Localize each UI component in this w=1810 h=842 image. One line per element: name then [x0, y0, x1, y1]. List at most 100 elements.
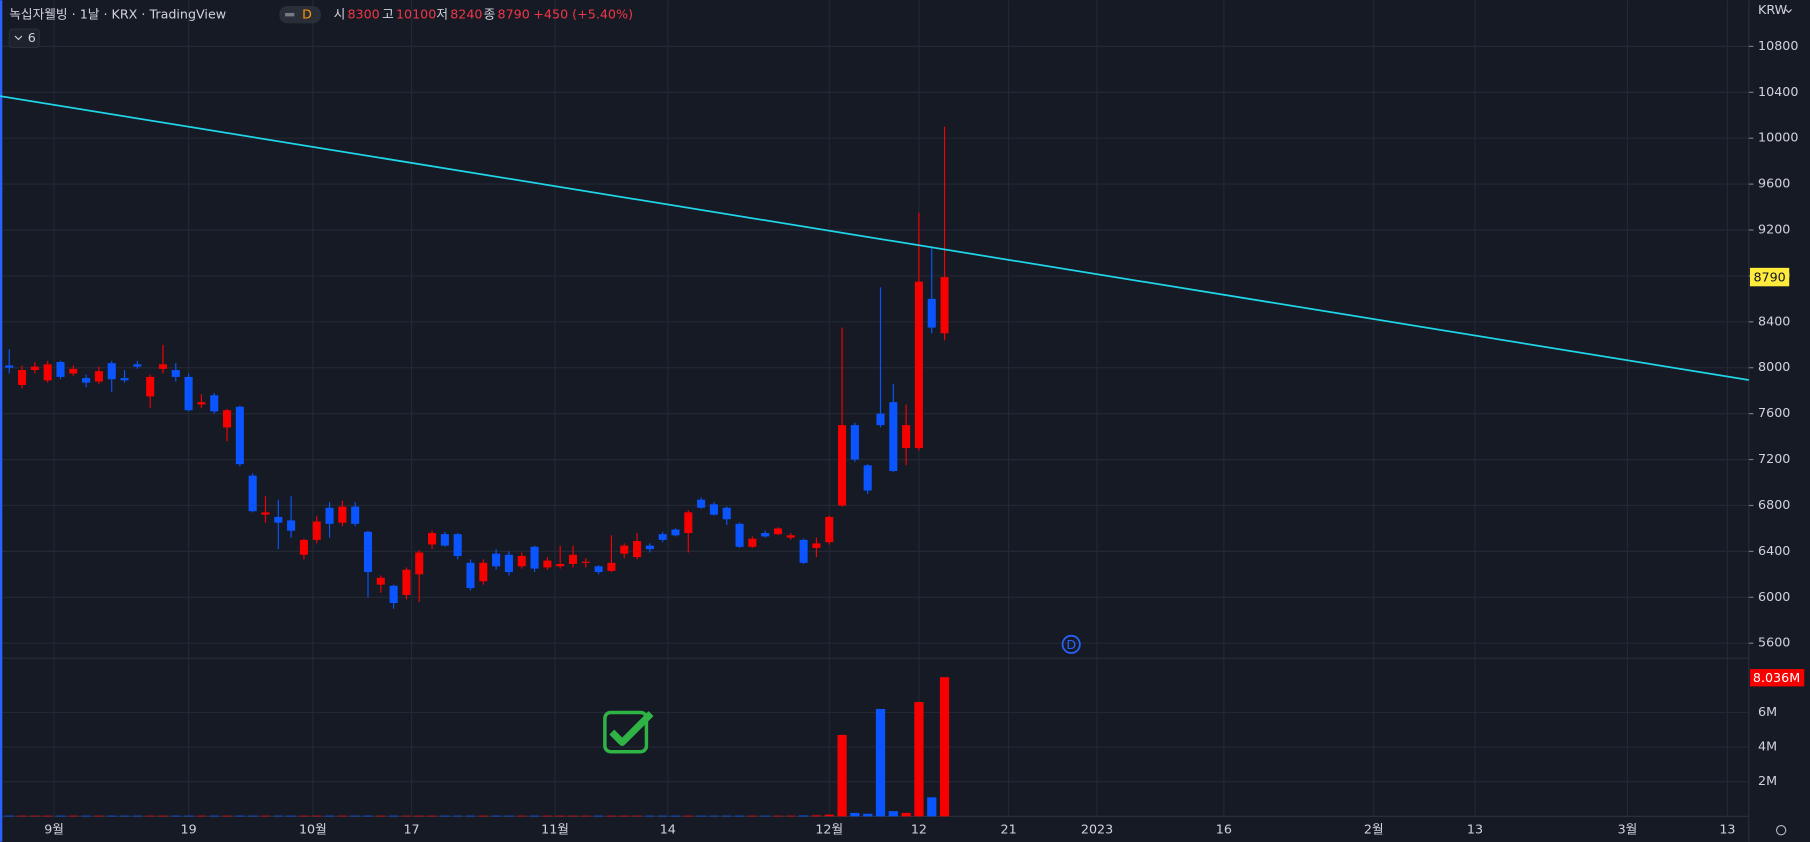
volume-bar — [107, 815, 117, 817]
volume-bar — [747, 815, 757, 817]
volume-bar — [529, 815, 540, 817]
volume-bar — [670, 815, 681, 817]
volume-bar — [312, 815, 322, 817]
event-marker-label[interactable]: D — [1066, 637, 1076, 652]
marks — [0, 95, 1749, 817]
candle-body — [453, 534, 462, 556]
volume-bar — [875, 708, 886, 817]
left-edge — [0, 0, 3, 842]
candle-body — [158, 364, 168, 369]
candle-body — [43, 364, 52, 381]
candle-body — [773, 528, 783, 535]
volume-bar — [850, 812, 860, 817]
candle-body — [415, 552, 424, 575]
candle-body — [325, 507, 334, 524]
y2-tick-label: 2M — [1758, 773, 1777, 788]
volume-bar — [491, 815, 501, 817]
x-tick-label: 19 — [181, 822, 197, 837]
candle-body — [466, 562, 475, 589]
x-tick-label: 9월 — [44, 822, 64, 837]
last-volume-tag — [1749, 669, 1805, 687]
event-marker[interactable] — [1061, 634, 1081, 654]
volume-bar — [376, 815, 386, 817]
currency[interactable]: KRW — [1758, 2, 1788, 17]
volume-bar — [811, 815, 822, 817]
y-tick-label: 8400 — [1758, 313, 1790, 328]
candle-body — [210, 395, 219, 412]
x-tick-label: 10월 — [299, 822, 327, 837]
candle-body — [261, 512, 270, 515]
candle-body — [684, 512, 693, 534]
open-value: 8300 — [347, 7, 379, 22]
x-tick-label: 13 — [1719, 822, 1735, 837]
volume-bar — [119, 815, 130, 817]
volume-bar — [581, 815, 591, 817]
volume-bar — [30, 815, 40, 817]
close-label: 종 — [484, 7, 496, 22]
settings-icon[interactable] — [1775, 825, 1787, 836]
volume-bar — [363, 815, 373, 817]
candle-body — [402, 569, 411, 595]
candle-body — [927, 298, 936, 328]
candle-body — [709, 504, 718, 515]
last-price-label: 8790 — [1753, 270, 1785, 285]
candle-body — [351, 506, 360, 524]
candle-body — [363, 531, 373, 573]
volume-bar — [145, 815, 155, 817]
candle-body — [184, 376, 193, 411]
x-tick-label: 12 — [911, 822, 927, 837]
volume-bar — [465, 815, 476, 817]
volume-bar — [593, 815, 604, 817]
volume-bar — [440, 815, 450, 817]
indicator-count[interactable]: 6 — [28, 30, 36, 45]
check-box — [603, 710, 649, 754]
candle-body — [146, 376, 155, 397]
volume-bar — [453, 815, 463, 817]
candle-body — [30, 366, 39, 371]
y-tick-label: 9200 — [1758, 222, 1790, 237]
volume-bar — [658, 815, 668, 817]
low-value: 8240 — [450, 7, 482, 22]
candle-body — [82, 378, 91, 383]
interval-badge-bg[interactable] — [279, 6, 321, 24]
y-tick-label: 9600 — [1758, 176, 1790, 191]
volume-bar — [183, 815, 194, 817]
candle-body — [620, 545, 629, 554]
x-tick-label: 17 — [403, 822, 419, 837]
candle-body — [812, 543, 821, 548]
change-value: +450 (+5.40%) — [533, 7, 633, 22]
candle-body — [838, 425, 847, 506]
volume-bar — [248, 815, 258, 817]
volume-bar — [235, 815, 245, 817]
candle-body — [69, 368, 78, 374]
volume-bar — [734, 815, 745, 817]
candle-body — [287, 520, 296, 531]
x-tick-label: 12월 — [815, 822, 843, 837]
volume-bar — [324, 815, 335, 817]
volume-bar — [863, 813, 873, 817]
y-tick-label: 8000 — [1758, 359, 1790, 374]
candle-body — [338, 506, 347, 523]
candle-body — [581, 561, 590, 563]
candle-body — [133, 364, 142, 367]
volume-bar — [427, 815, 437, 817]
candle-body — [902, 425, 911, 449]
y-tick-label: 10000 — [1758, 130, 1798, 145]
volume-bar — [260, 815, 271, 817]
y-tick-label: 10800 — [1758, 38, 1798, 53]
volume-bar — [683, 815, 693, 817]
candle-body — [274, 516, 283, 523]
interval-badge[interactable]: D — [302, 7, 312, 22]
badge-dash — [285, 12, 295, 17]
volume-bar — [888, 811, 898, 817]
volume-bar — [414, 815, 424, 817]
candle-body — [876, 413, 885, 426]
candle-body — [799, 539, 808, 563]
indicator-toggle[interactable] — [8, 28, 40, 49]
low-label: 저 — [436, 7, 448, 22]
candle-body — [517, 555, 526, 567]
candle-body — [17, 370, 27, 385]
volume-bar — [81, 815, 91, 817]
volume-bar — [568, 815, 578, 817]
